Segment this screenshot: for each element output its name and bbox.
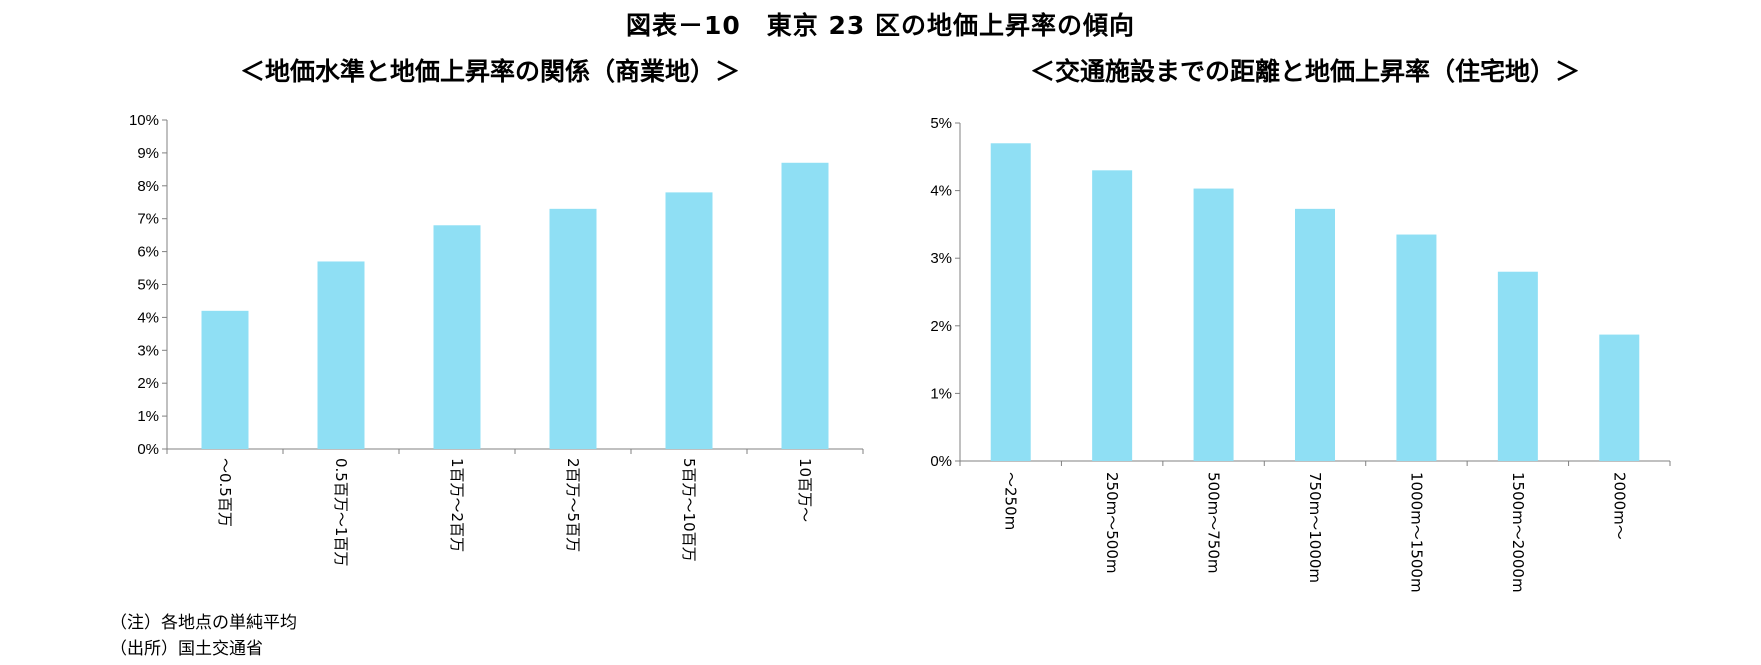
x-category-label: ～0.5百万 <box>216 458 234 527</box>
right-chart-title: ＜交通施設までの距離と地価上昇率（住宅地）＞ <box>1029 57 1580 86</box>
y-tick-label: 7% <box>137 211 159 228</box>
left-chart-title: ＜地価水準と地価上昇率の関係（商業地）＞ <box>239 57 740 86</box>
bar <box>990 143 1031 461</box>
y-tick-label: 8% <box>137 178 159 195</box>
y-tick-label: 1% <box>137 408 159 425</box>
x-category-label: 5百万～10百万 <box>680 458 698 562</box>
bar <box>1295 208 1335 461</box>
x-category-label: 250m～500m <box>1103 472 1121 574</box>
bar <box>201 310 249 449</box>
bar <box>1193 188 1234 461</box>
bar <box>781 162 829 449</box>
y-tick-label: 9% <box>137 145 159 162</box>
y-tick-label: 6% <box>137 244 159 261</box>
bar <box>549 208 597 449</box>
y-tick-label: 4% <box>137 309 159 326</box>
bar <box>1396 234 1437 461</box>
bar <box>317 261 365 449</box>
bar <box>1497 271 1538 461</box>
y-tick-label: 3% <box>930 250 952 267</box>
figure-title: 図表－10 東京 23 区の地価上昇率の傾向 <box>626 11 1135 40</box>
bar <box>1092 170 1133 461</box>
chart-source: （出所）国土交通省 <box>110 639 263 659</box>
y-tick-label: 0% <box>930 453 952 470</box>
y-tick-label: 2% <box>930 318 952 335</box>
y-tick-label: 5% <box>930 115 952 132</box>
x-category-label: ～250m <box>1002 472 1020 530</box>
y-tick-label: 4% <box>930 183 952 200</box>
chart-note: （注）各地点の単純平均 <box>110 613 297 633</box>
x-category-label: 0.5百万～1百万 <box>332 458 350 566</box>
x-category-label: 2000m～ <box>1610 472 1628 540</box>
y-tick-label: 0% <box>137 441 159 458</box>
x-category-label: 2百万～5百万 <box>564 458 582 552</box>
x-category-label: 1百万～2百万 <box>448 458 466 552</box>
y-tick-label: 2% <box>137 375 159 392</box>
y-tick-label: 1% <box>930 385 952 402</box>
x-category-label: 500m～750m <box>1205 472 1223 574</box>
bar <box>433 225 481 449</box>
y-tick-label: 5% <box>137 277 159 294</box>
bar <box>1599 334 1640 461</box>
y-tick-label: 3% <box>137 342 159 359</box>
x-category-label: 750m～1000m <box>1306 472 1324 583</box>
x-category-label: 1500m～2000m <box>1509 472 1527 593</box>
x-category-label: 10百万～ <box>796 458 814 522</box>
y-tick-label: 10% <box>129 112 159 129</box>
x-category-label: 1000m～1500m <box>1407 472 1425 593</box>
bar <box>665 192 713 449</box>
